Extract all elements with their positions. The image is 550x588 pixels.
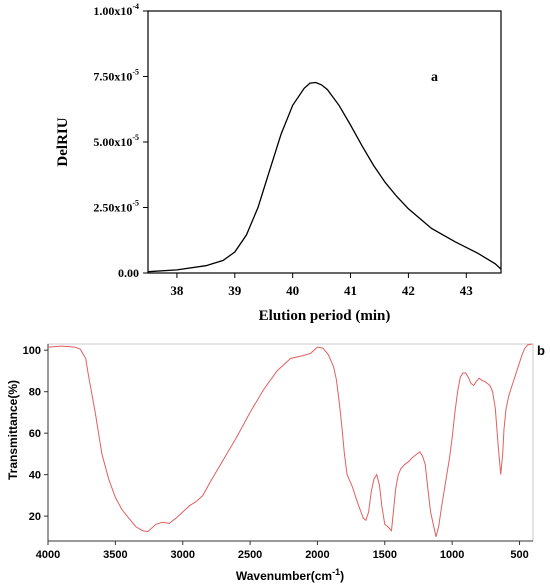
y-tick-label-b: 80	[29, 387, 41, 399]
y-tick-label-a: 7.50x10-5	[93, 68, 139, 84]
series-line-b	[47, 343, 533, 538]
y-tick-label-b: 100	[23, 345, 41, 357]
y-tick-label-base: 7.50x10	[93, 70, 132, 84]
x-tick-label-b: 2500	[238, 549, 262, 561]
chart-panel-a: 0.002.50x10-55.00x10-57.50x10-51.00x10-4…	[55, 2, 502, 324]
x-tick-label-b: 1000	[440, 549, 464, 561]
y-axis-title-b: Transmittance(%)	[6, 380, 20, 480]
y-tick-label-exp: -4	[132, 2, 139, 11]
y-tick-label-base: 2.50x10	[93, 201, 132, 215]
plot-frame-b	[47, 343, 534, 542]
x-tick-label-b: 3000	[170, 549, 194, 561]
series-line-a	[147, 81, 502, 273]
y-tick-label-exp: -5	[132, 199, 139, 208]
x-tick-label-a: 43	[460, 283, 474, 298]
panel-label-a: a	[431, 70, 438, 85]
x-tick-label-a: 38	[170, 283, 184, 298]
x-axis-a: 38 39 40 41 42 43	[170, 273, 473, 298]
x-axis-title-a: Elution period (min)	[259, 308, 391, 324]
chart-panel-b: 20 40 60 80 100 4000 3500 3000 2500 2000 1500 1000…	[6, 343, 545, 583]
x-axis-title-b-end: )	[340, 569, 344, 583]
x-tick-label-a: 42	[402, 283, 415, 298]
x-tick-label-b: 3500	[103, 549, 127, 561]
y-tick-label-base: 1.00x10	[93, 4, 132, 18]
y-axis-b: 20 40 60 80 100	[23, 345, 48, 523]
y-tick-label-base: 5.00x10	[93, 135, 132, 149]
x-tick-label-b: 1500	[373, 549, 397, 561]
y-tick-label-a: 1.00x10-4	[93, 2, 139, 18]
x-tick-label-b: 500	[510, 549, 528, 561]
x-tick-label-b: 2000	[305, 549, 329, 561]
y-tick-label-base: 0.00	[118, 266, 139, 280]
panel-label-b: b	[537, 343, 545, 358]
x-axis-b: 4000 3500 3000 2500 2000 1500 1000 500	[36, 541, 529, 561]
x-tick-label-a: 40	[286, 283, 299, 298]
y-tick-label-b: 20	[29, 511, 41, 523]
y-tick-label-a: 5.00x10-5	[93, 133, 139, 149]
plot-frame-a	[147, 10, 502, 274]
y-tick-label-b: 40	[29, 470, 41, 482]
x-axis-title-b-sup: -1	[332, 567, 340, 577]
x-tick-label-a: 41	[344, 283, 357, 298]
y-tick-label-a: 2.50x10-5	[93, 199, 139, 215]
x-tick-label-a: 39	[228, 283, 242, 298]
x-axis-title-b: Wavenumber(cm-1)	[236, 567, 344, 583]
y-axis-a: 0.002.50x10-55.00x10-57.50x10-51.00x10-4	[93, 2, 148, 280]
y-tick-label-a: 0.00	[118, 266, 139, 280]
y-tick-label-exp: -5	[132, 68, 139, 77]
y-tick-label-b: 60	[29, 428, 41, 440]
x-axis-title-b-main: Wavenumber(cm	[236, 569, 332, 583]
y-axis-title-a: DelRIU	[55, 117, 71, 166]
x-tick-label-b: 4000	[36, 549, 60, 561]
y-tick-label-exp: -5	[132, 133, 139, 142]
